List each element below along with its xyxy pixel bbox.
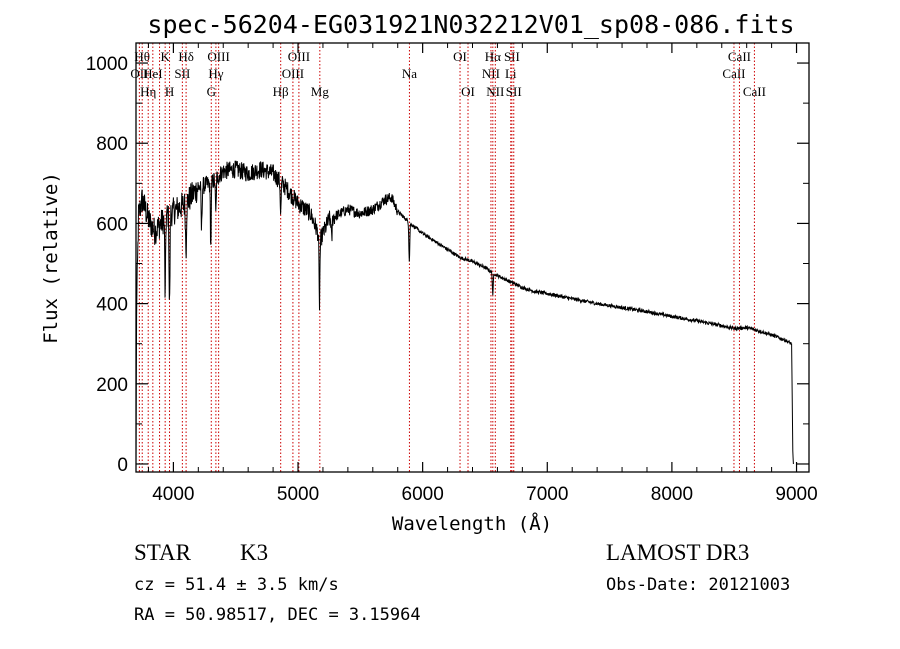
line-label-18: OI xyxy=(461,84,475,99)
line-label-1: Hθ xyxy=(134,49,150,64)
object-class: STAR xyxy=(134,540,192,565)
observation-date: Obs-Date: 20121003 xyxy=(606,575,790,595)
survey-name: LAMOST DR3 xyxy=(606,540,749,565)
line-label-14: OIII xyxy=(288,49,310,64)
x-axis-label: Wavelength (Å) xyxy=(392,512,552,535)
line-label-26: CaII xyxy=(728,49,751,64)
line-label-9: G xyxy=(207,84,216,99)
x-tick-label-3: 7000 xyxy=(526,484,568,505)
line-label-21: NII xyxy=(486,84,504,99)
line-label-20: Hα xyxy=(485,49,501,64)
emission-line-markers: OIIHθHηHeIKHSIIHδGHγOIIIHβOIIIOIIIMgNaOI… xyxy=(130,43,766,472)
line-label-22: Li xyxy=(505,66,517,81)
line-label-0: OII xyxy=(130,66,148,81)
line-label-12: Hβ xyxy=(273,84,289,99)
y-tick-label-4: 800 xyxy=(96,134,128,155)
y-tick-label-2: 400 xyxy=(96,295,128,316)
x-tick-label-4: 8000 xyxy=(651,484,693,505)
line-label-27: CaII xyxy=(743,84,766,99)
line-label-19: NII xyxy=(482,66,500,81)
y-tick-label-5: 1000 xyxy=(86,54,128,75)
redshift-readout: cz = 51.4 ± 3.5 km/s xyxy=(134,575,339,595)
line-label-13: OIII xyxy=(282,66,304,81)
line-label-15: Mg xyxy=(311,84,330,99)
y-tick-label-1: 200 xyxy=(96,375,128,396)
spectrum-series xyxy=(135,160,794,465)
line-label-24: SII xyxy=(506,84,522,99)
y-axis-label: Flux (relative) xyxy=(40,172,62,344)
object-subclass: K3 xyxy=(240,540,268,565)
x-tick-label-0: 4000 xyxy=(152,484,194,505)
x-tick-label-2: 6000 xyxy=(402,484,444,505)
y-tick-label-3: 600 xyxy=(96,214,128,235)
line-label-6: H xyxy=(165,84,174,99)
line-label-3: HeI xyxy=(143,66,163,81)
line-label-2: Hη xyxy=(140,84,156,99)
coordinates-readout: RA = 50.98517, DEC = 3.15964 xyxy=(134,605,421,625)
plot-frame xyxy=(135,42,810,473)
line-label-10: Hγ xyxy=(208,66,223,81)
line-label-5: K xyxy=(160,49,170,64)
line-label-7: SII xyxy=(174,66,190,81)
line-label-17: OI xyxy=(453,49,467,64)
axis-ticks: 4000 5000 6000 7000 8000 9000 0 200 400 600 800 100… xyxy=(86,43,818,505)
line-label-23: SII xyxy=(504,49,520,64)
x-tick-label-1: 5000 xyxy=(277,484,319,505)
y-tick-label-0: 0 xyxy=(117,455,128,476)
line-label-11: OIII xyxy=(207,49,229,64)
line-label-25: CaII xyxy=(722,66,745,81)
spectrum-line xyxy=(135,160,794,465)
line-label-16: Na xyxy=(402,66,417,81)
x-tick-label-5: 9000 xyxy=(775,484,817,505)
line-label-8: Hδ xyxy=(178,49,194,64)
chart-title: spec-56204-EG031921N032212V01_sp08-086.f… xyxy=(147,10,794,39)
